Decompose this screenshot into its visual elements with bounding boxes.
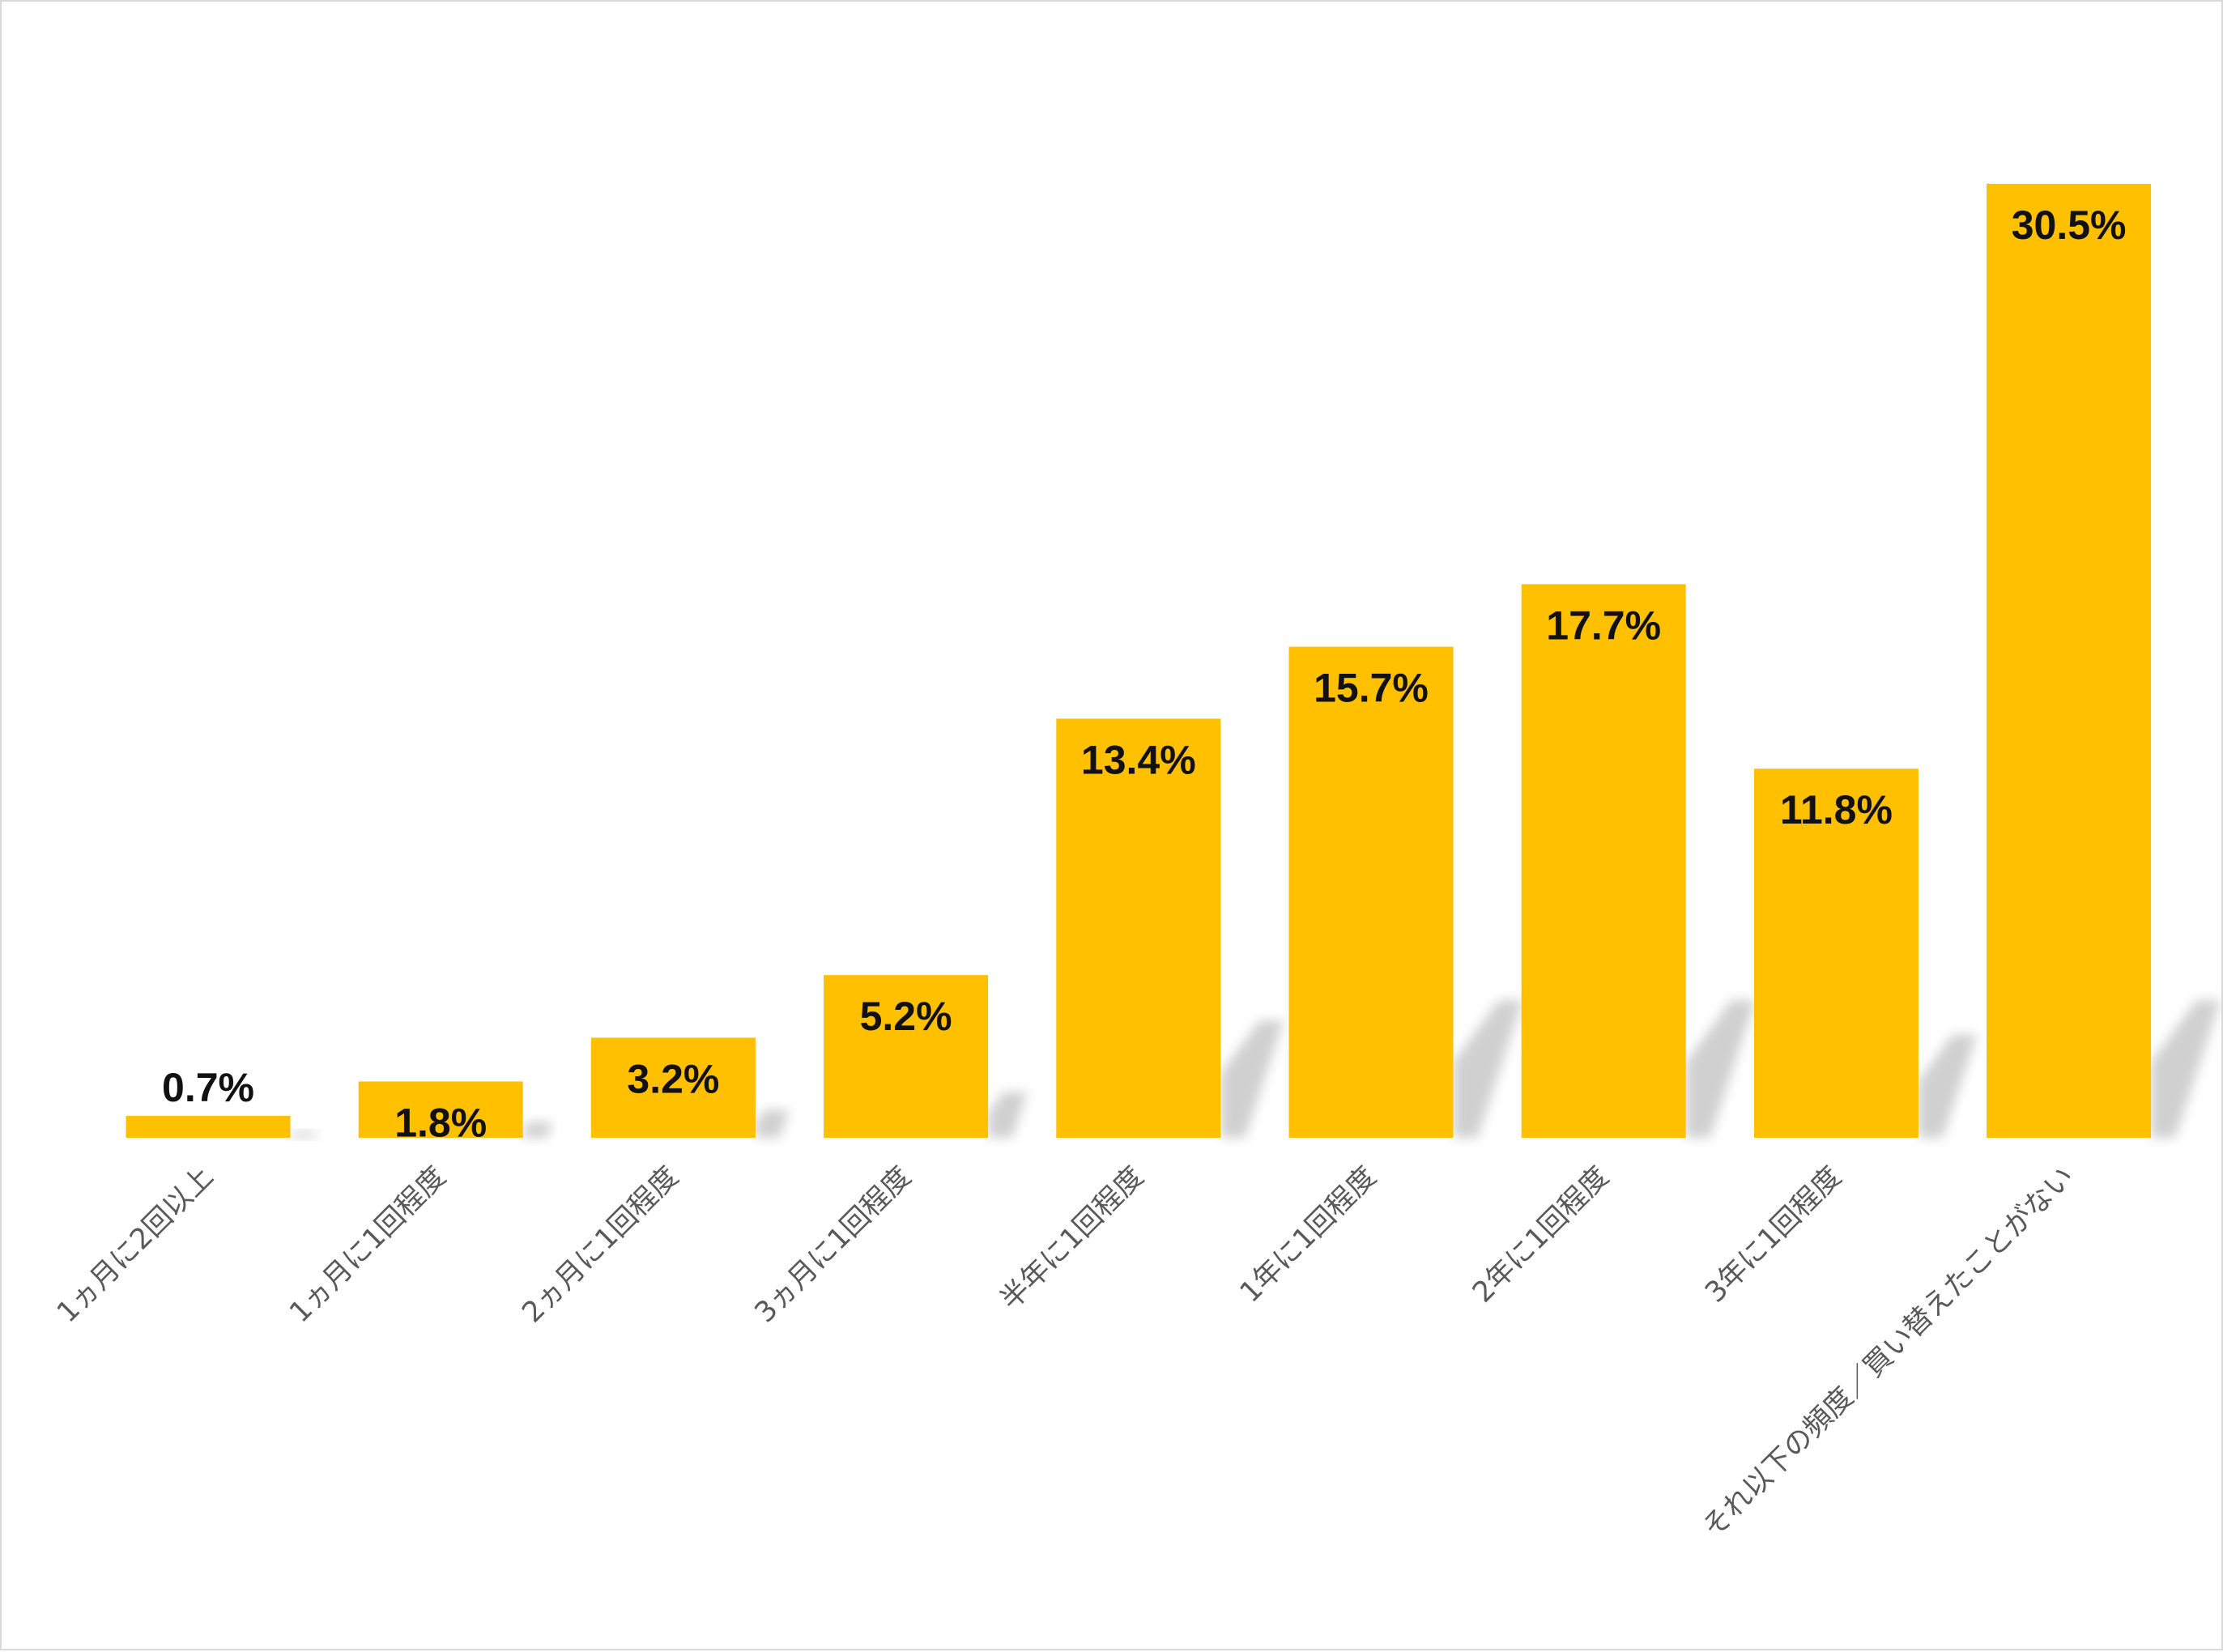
category-label: 2年に1回程度 xyxy=(1467,1160,1616,1309)
data-label: 5.2% xyxy=(860,994,952,1039)
data-label: 30.5% xyxy=(2012,202,2127,248)
bar-shadow xyxy=(290,1131,317,1138)
category-label: 3ヵ月に1回程度 xyxy=(749,1160,918,1329)
bar-shadow xyxy=(988,1092,1028,1138)
bar xyxy=(126,1115,291,1138)
bar-shadow xyxy=(1918,1034,1978,1138)
data-label: 3.2% xyxy=(627,1056,719,1101)
bar-shadow xyxy=(1685,1000,1756,1138)
bar xyxy=(824,975,989,1138)
category-label: それ以下の頻度／買い替えたことがない xyxy=(1697,1160,2080,1544)
data-labels: 0.7% 1.8% 3.2% 5.2% 13.4% 15.7% 17.7% 11.8% 30.5… xyxy=(162,202,2126,1145)
data-label: 17.7% xyxy=(1546,602,1661,648)
category-label: 1ヵ月に2回以上 xyxy=(51,1160,219,1329)
bar xyxy=(1987,184,2152,1138)
data-label: 13.4% xyxy=(1081,737,1196,782)
data-label: 0.7% xyxy=(162,1065,254,1110)
category-labels: 1ヵ月に2回以上 1ヵ月に1回程度 2ヵ月に1回程度 3ヵ月に1回程度 半年に1回程度 1… xyxy=(51,1160,2080,1544)
category-label: 1ヵ月に1回程度 xyxy=(283,1160,452,1329)
bar xyxy=(590,1037,756,1138)
category-label: 1年に1回程度 xyxy=(1234,1160,1383,1309)
bars xyxy=(126,184,2152,1138)
category-label: 2ヵ月に1回程度 xyxy=(516,1160,684,1329)
data-label: 15.7% xyxy=(1314,666,1429,711)
bar-shadow xyxy=(1220,1020,1284,1138)
category-label: 3年に1回程度 xyxy=(1699,1160,1848,1309)
bar xyxy=(1753,769,1919,1138)
bar xyxy=(1056,718,1221,1138)
bar xyxy=(1521,584,1686,1138)
bar-shadow xyxy=(755,1109,790,1138)
data-label: 1.8% xyxy=(394,1100,487,1145)
bar xyxy=(358,1081,523,1138)
bar-shadow xyxy=(522,1122,553,1138)
bar-shadows xyxy=(290,1000,2221,1138)
bar-shadow xyxy=(1453,1000,1523,1138)
data-label: 11.8% xyxy=(1780,787,1893,832)
category-label: 半年に1回程度 xyxy=(994,1160,1151,1317)
bar xyxy=(1288,646,1454,1138)
bar-shadow xyxy=(2151,1000,2221,1138)
